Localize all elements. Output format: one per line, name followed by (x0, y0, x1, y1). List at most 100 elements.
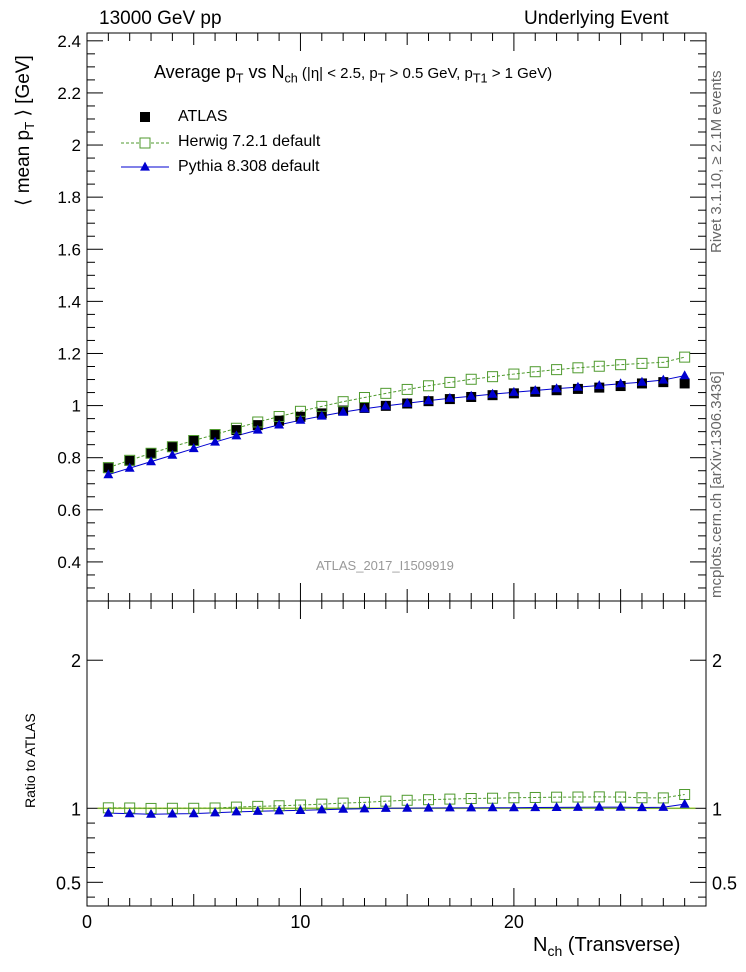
data-point-herwig (593, 360, 605, 372)
ratio-point-pythia (508, 802, 519, 812)
ratio-point-pythia (572, 801, 583, 811)
y-tick-label: 2.2 (57, 84, 81, 103)
ratio-y-tick-label: 1 (71, 799, 81, 819)
data-point-pythia (380, 400, 391, 410)
y-tick-label: 1.4 (57, 292, 81, 311)
data-point-herwig (551, 364, 563, 376)
data-point-herwig (615, 359, 627, 371)
legend-label-atlas: ATLAS (178, 108, 228, 125)
y-tick-label: 2.4 (57, 32, 81, 51)
legend-marker-pythia (140, 161, 150, 171)
header-analysis-label: Underlying Event (524, 8, 669, 29)
ratio-y-tick-label-right: 2 (712, 651, 722, 671)
data-point-herwig (380, 387, 392, 399)
y-tick-label: 0.4 (57, 553, 81, 572)
data-point-pythia (338, 406, 349, 416)
data-point-pythia (637, 376, 647, 386)
data-point-pythia (508, 386, 519, 396)
ratio-point-pythia (124, 808, 135, 818)
data-point-herwig (444, 376, 456, 388)
ratio-point-pythia (594, 801, 605, 811)
data-point-pythia (167, 449, 178, 459)
ratio-point-pythia (658, 801, 669, 811)
ratio-line-herwig (108, 794, 685, 809)
ratio-point-pythia (530, 802, 541, 812)
series-line-pythia (108, 375, 685, 476)
header-energy-label: 13000 GeV pp (99, 8, 222, 29)
data-point-atlas (146, 448, 157, 459)
data-point-pythia (274, 419, 285, 429)
ratio-point-pythia (188, 808, 199, 818)
x-tick-label: 20 (504, 912, 524, 932)
ratio-point-pythia (615, 801, 626, 811)
ratio-y-tick-label-right: 1 (712, 799, 722, 819)
ratio-point-pythia (444, 802, 455, 812)
data-point-pythia (423, 395, 434, 405)
ratio-point-pythia (167, 808, 178, 818)
mcplots-source-note: mcplots.cern.ch [arXiv:1306.3436] (708, 371, 725, 598)
ratio-plot-panel: 0 10 20 0.5 0.5 1 1 2 2 (56, 600, 737, 932)
data-point-atlas (679, 378, 690, 389)
ratio-y-tick-label: 0.5 (56, 873, 81, 893)
ratio-point-pythia (402, 802, 413, 812)
data-point-pythia (530, 385, 541, 395)
ratio-point-pythia (252, 805, 263, 815)
data-point-herwig (423, 380, 435, 392)
y-axis-label: ⟨ mean pT ⟩ [GeV] (13, 55, 37, 206)
ratio-point-pythia (637, 802, 647, 812)
ratio-point-pythia (380, 802, 391, 812)
ratio-point-pythia (551, 801, 562, 811)
ratio-y-axis-label: Ratio to ATLAS (22, 713, 38, 808)
y-tick-label: 1.6 (57, 240, 81, 259)
data-point-herwig (679, 351, 691, 363)
analysis-watermark: ATLAS_2017_I1509919 (316, 558, 454, 573)
y-tick-label: 1.2 (57, 344, 81, 363)
ratio-point-pythia (316, 804, 327, 814)
legend-marker-herwig (139, 137, 151, 149)
y-tick-label: 2 (72, 136, 81, 155)
data-point-pythia (572, 381, 583, 391)
data-point-pythia (359, 403, 370, 413)
y-tick-label: 0.8 (57, 449, 81, 468)
data-point-pythia (658, 374, 669, 384)
ratio-y-tick-label-right: 0.5 (712, 873, 737, 893)
ratio-point-pythia (466, 802, 477, 812)
data-point-herwig (465, 373, 477, 385)
ratio-point-pythia (359, 803, 370, 813)
ratio-point-pythia (103, 807, 114, 817)
plot-title: Average pT vs Nch (|η| < 2.5, pT > 0.5 G… (154, 62, 553, 86)
data-point-herwig (487, 371, 499, 383)
data-point-pythia (316, 410, 327, 420)
data-point-pythia (679, 370, 690, 380)
legend-marker-atlas (140, 112, 150, 122)
ratio-point-pythia (338, 803, 349, 813)
data-point-herwig (529, 366, 541, 378)
x-tick-label: 10 (290, 912, 310, 932)
data-point-pythia (124, 462, 135, 472)
data-point-herwig (572, 362, 584, 374)
data-point-herwig (337, 396, 349, 408)
x-tick-label: 0 (82, 912, 92, 932)
data-point-pythia (402, 397, 413, 407)
data-point-herwig (657, 356, 669, 368)
y-tick-label: 1.8 (57, 188, 81, 207)
data-point-pythia (615, 378, 626, 388)
ratio-point-pythia (423, 802, 434, 812)
data-point-pythia (594, 380, 605, 390)
data-point-pythia (210, 436, 221, 446)
data-point-pythia (252, 424, 263, 434)
y-tick-label: 0.6 (57, 501, 81, 520)
legend-label-pythia: Pythia 8.308 default (178, 158, 320, 175)
data-point-pythia (551, 383, 562, 393)
data-point-pythia (466, 390, 477, 400)
ratio-y-tick-label: 2 (71, 651, 81, 671)
x-axis-label: Nch (Transverse) (533, 934, 681, 959)
ratio-point-pythia (146, 808, 156, 818)
ratio-point-pythia (487, 802, 498, 812)
data-point-pythia (103, 469, 114, 479)
ratio-plot-frame (86, 600, 707, 907)
data-point-pythia (444, 392, 455, 402)
data-point-herwig (508, 368, 520, 380)
ratio-point-pythia (210, 807, 221, 817)
rivet-version-note: Rivet 3.1.10, ≥ 2.1M events (708, 70, 725, 254)
